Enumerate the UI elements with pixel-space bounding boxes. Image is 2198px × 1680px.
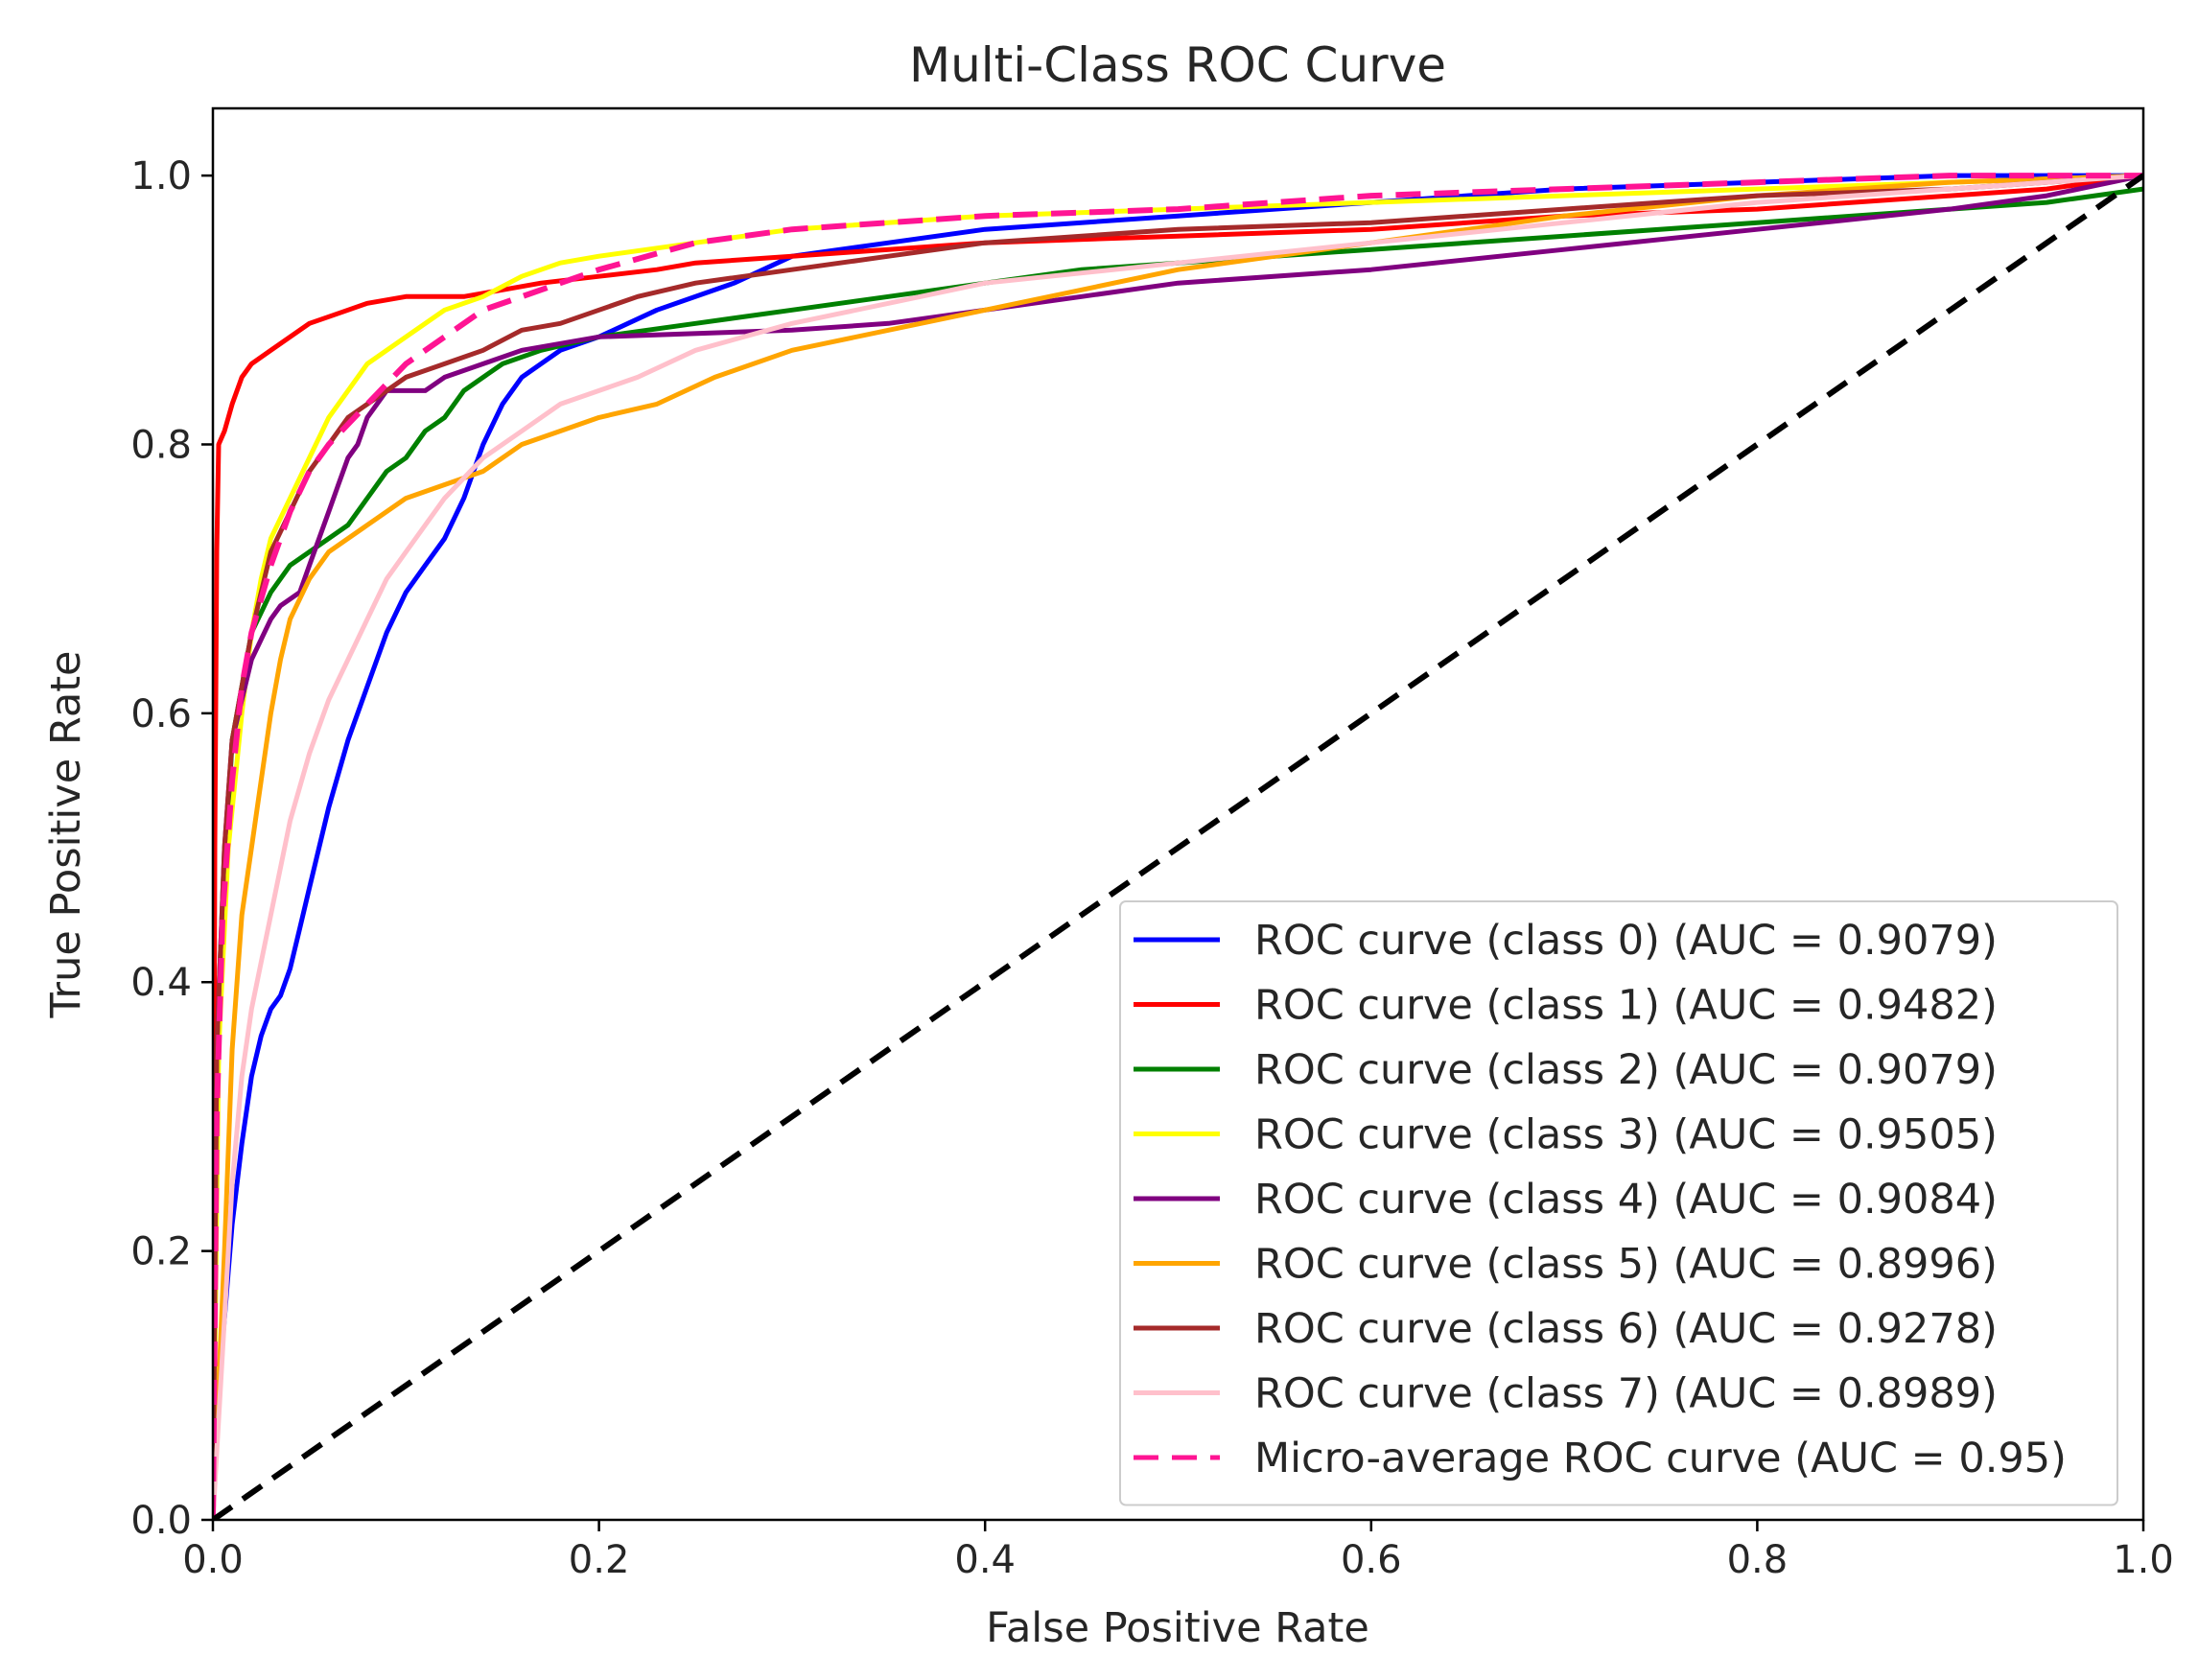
x-tick-label: 0.6 <box>1341 1538 1402 1582</box>
series-lines <box>213 173 2143 1520</box>
legend-label: ROC curve (class 2) (AUC = 0.9079) <box>1254 1046 1998 1094</box>
x-tick-label: 0.2 <box>569 1538 630 1582</box>
legend-label: ROC curve (class 0) (AUC = 0.9079) <box>1254 917 1998 965</box>
legend-label: ROC curve (class 7) (AUC = 0.8989) <box>1254 1370 1998 1418</box>
y-tick-label: 0.2 <box>130 1230 192 1274</box>
y-tick-label: 0.0 <box>130 1499 192 1543</box>
legend-label: ROC curve (class 5) (AUC = 0.8996) <box>1254 1241 1998 1289</box>
micro-average-roc-line <box>213 173 2143 1520</box>
chart-title: Multi-Class ROC Curve <box>909 37 1446 93</box>
chance-diagonal-line <box>213 173 2143 1520</box>
legend-label: ROC curve (class 1) (AUC = 0.9482) <box>1254 982 1998 1030</box>
y-axis: 0.0 0.2 0.4 0.6 0.8 1.0 <box>130 154 213 1543</box>
legend-label: ROC curve (class 4) (AUC = 0.9084) <box>1254 1176 1998 1224</box>
legend: ROC curve (class 0) (AUC = 0.9079) ROC cu… <box>1119 900 2118 1506</box>
legend-label: Micro-average ROC curve (AUC = 0.95) <box>1254 1435 2067 1482</box>
roc-line-class-7 <box>213 173 2143 1520</box>
y-tick-label: 1.0 <box>130 154 192 198</box>
plot-frame <box>211 106 2145 1522</box>
x-tick-label: 0.4 <box>954 1538 1016 1582</box>
x-tick-label: 1.0 <box>2113 1538 2174 1582</box>
roc-line-class-1 <box>213 173 2143 1520</box>
legend-box <box>1119 900 2118 1506</box>
legend-label: ROC curve (class 6) (AUC = 0.9278) <box>1254 1305 1998 1353</box>
x-tick-label: 0.0 <box>182 1538 244 1582</box>
plot-area <box>211 106 2145 1522</box>
y-tick-label: 0.4 <box>130 961 192 1005</box>
legend-label: ROC curve (class 3) (AUC = 0.9505) <box>1254 1111 1998 1159</box>
roc-line-class-0 <box>213 173 2143 1520</box>
y-axis-label: True Positive Rate <box>42 650 90 1018</box>
x-axis: 0.0 0.2 0.4 0.6 0.8 1.0 <box>182 1520 2174 1582</box>
y-tick-label: 0.8 <box>130 423 192 467</box>
x-tick-label: 0.8 <box>1727 1538 1789 1582</box>
roc-line-class-4 <box>213 173 2143 1520</box>
y-tick-label: 0.6 <box>130 692 192 736</box>
x-axis-label: False Positive Rate <box>986 1604 1369 1652</box>
